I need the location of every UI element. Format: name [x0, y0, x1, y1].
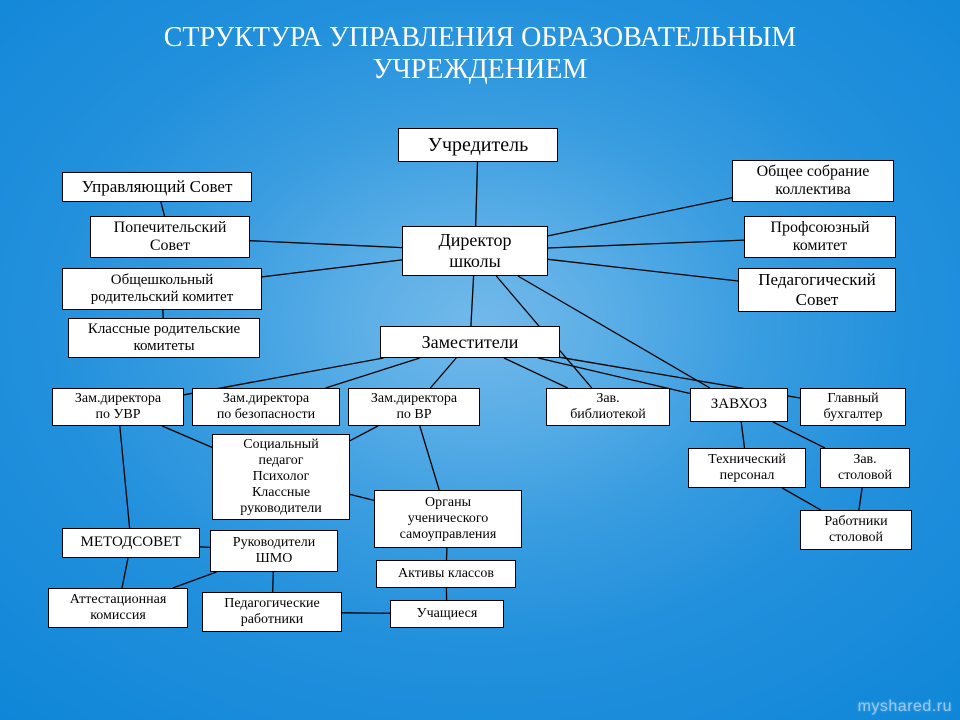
- edge-soc_ped-student_gov: [350, 494, 374, 500]
- node-zavhoz: ЗАВХОЗ: [690, 388, 788, 422]
- node-metod: МЕТОДСОВЕТ: [62, 528, 200, 558]
- node-parent_comm: Общешкольный родительский комитет: [62, 268, 262, 310]
- node-dep_safety: Зам.директора по безопасности: [192, 388, 340, 426]
- edge-dep_vr-student_gov: [420, 426, 439, 490]
- node-librarian: Зав. библиотекой: [546, 388, 670, 426]
- edge-metod-attest: [122, 558, 128, 588]
- node-deputies: Заместители: [380, 326, 560, 358]
- node-class_active: Активы классов: [376, 560, 516, 588]
- node-dep_uvr: Зам.директора по УВР: [52, 388, 184, 426]
- edge-deputies-dep_safety: [326, 358, 420, 388]
- node-director: Директор школы: [402, 226, 548, 276]
- node-shmo: Руководители ШМО: [210, 530, 338, 572]
- node-class_parents: Классные родительские комитеты: [68, 318, 260, 358]
- edge-shmo-ped_workers: [273, 572, 274, 592]
- node-canteen_head: Зав. столовой: [820, 448, 910, 488]
- node-trustee: Попечительский Совет: [90, 216, 250, 258]
- watermark: myshared.ru: [858, 698, 952, 716]
- node-tradeunion: Профсоюзный комитет: [744, 216, 896, 258]
- edge-dep_uvr-soc_ped: [162, 426, 212, 447]
- edge-deputies-dep_vr: [430, 358, 456, 388]
- node-founder: Учредитель: [398, 128, 558, 162]
- edge-founder-director: [476, 162, 478, 226]
- node-general_meet: Общее собрание коллектива: [732, 160, 894, 202]
- edge-dep_vr-soc_ped: [350, 426, 378, 441]
- node-student_gov: Органы ученического самоуправления: [374, 490, 522, 548]
- edge-director-tradeunion: [548, 240, 744, 248]
- edge-mgmt_council-trustee: [161, 202, 165, 216]
- node-tech_staff: Технический персонал: [688, 448, 806, 488]
- node-chief_acc: Главный бухгалтер: [800, 388, 906, 426]
- node-ped_workers: Педагогические работники: [202, 592, 342, 632]
- edge-ped_workers-students: [342, 613, 390, 614]
- node-canteen_work: Работники столовой: [800, 510, 912, 550]
- edge-director-deputies: [471, 276, 474, 326]
- edge-dep_uvr-metod: [120, 426, 130, 528]
- edge-tech_staff-canteen_work: [782, 488, 821, 510]
- edge-parent_comm-director: [262, 260, 402, 277]
- edge-metod-shmo: [200, 547, 210, 548]
- node-dep_vr: Зам.директора по ВР: [348, 388, 480, 426]
- node-mgmt_council: Управляющий Совет: [62, 172, 252, 202]
- edge-director-ped_council: [548, 259, 738, 281]
- node-attest: Аттестационная комиссия: [48, 588, 188, 628]
- node-ped_council: Педагогический Совет: [738, 268, 896, 312]
- edge-trustee-director: [250, 241, 402, 248]
- edge-shmo-attest: [173, 572, 217, 588]
- edge-zavhoz-tech_staff: [741, 422, 744, 448]
- edge-director-general_meet: [548, 198, 732, 236]
- node-students: Учащиеся: [390, 600, 504, 628]
- diagram-stage: { "type": "flowchart", "canvas": { "widt…: [0, 0, 960, 720]
- edge-canteen_head-canteen_work: [859, 488, 862, 510]
- diagram-title: СТРУКТУРА УПРАВЛЕНИЯ ОБРАЗОВАТЕЛЬНЫМ УЧР…: [0, 22, 960, 86]
- node-soc_ped: Социальный педагог Психолог Классные рук…: [212, 434, 350, 520]
